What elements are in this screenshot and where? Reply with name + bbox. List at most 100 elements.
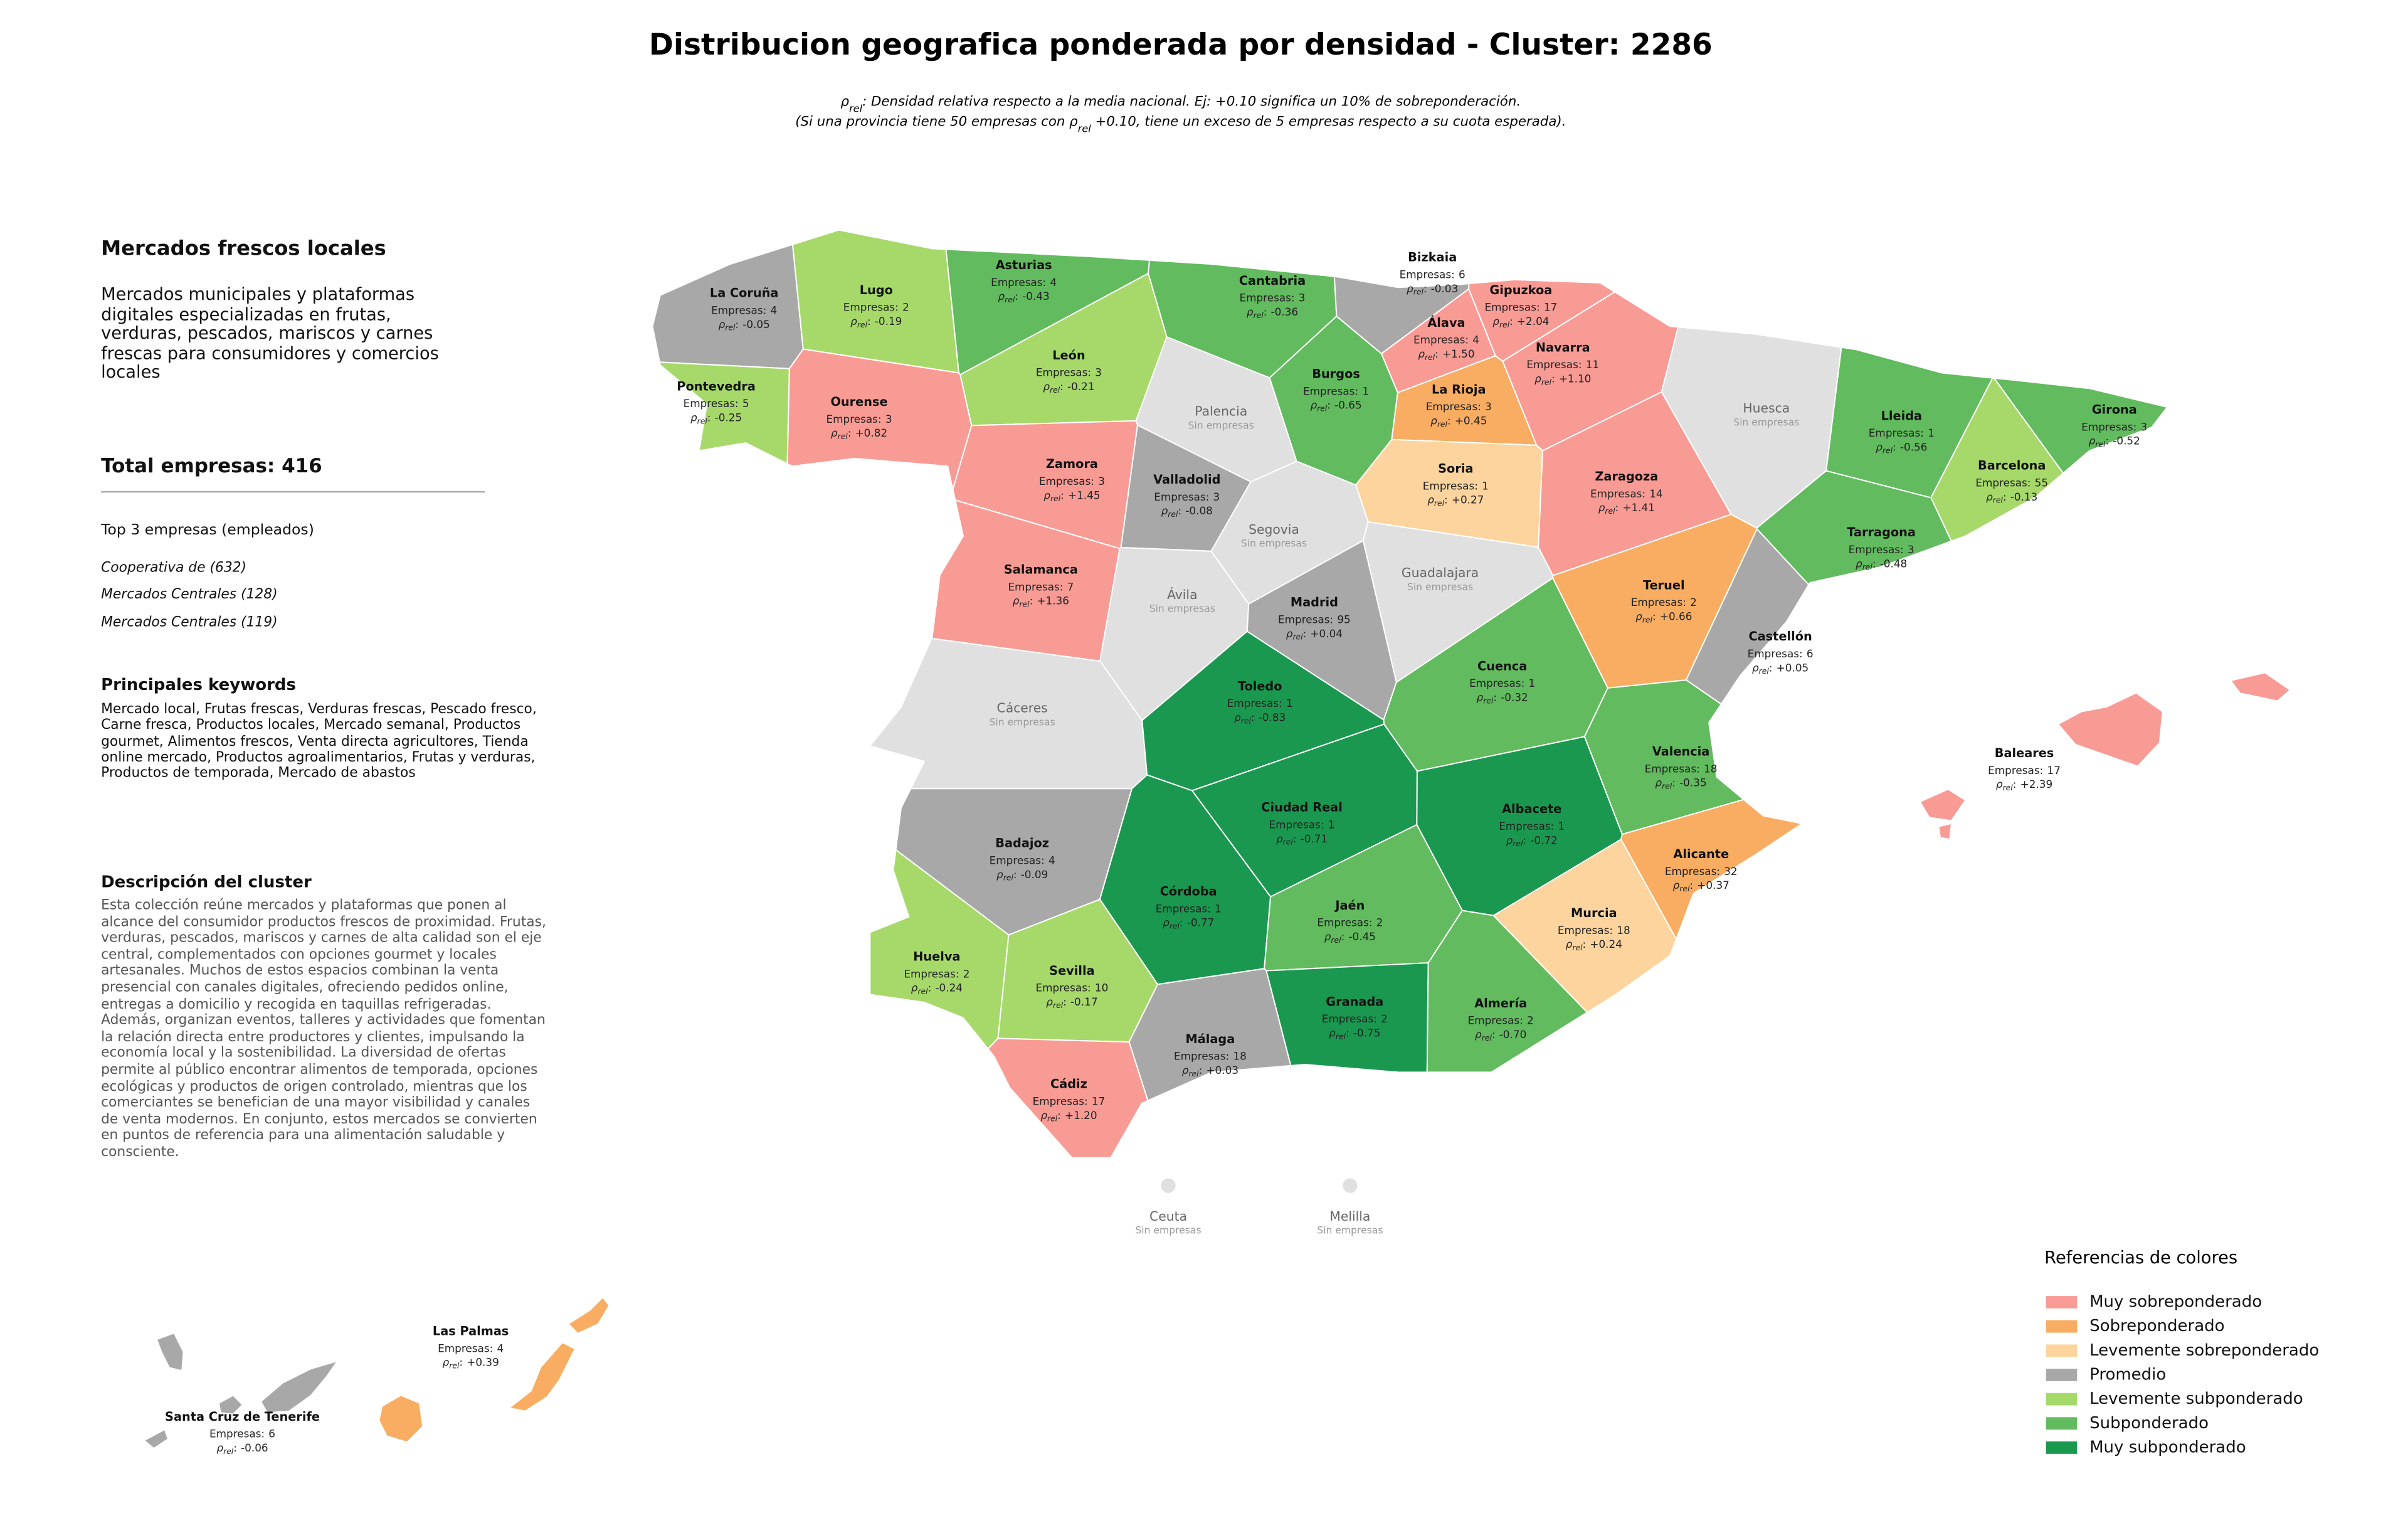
province-name: Ávila: [1167, 586, 1197, 602]
companies-label: Empresas: 3: [1036, 366, 1102, 379]
companies-count: 4: [1472, 334, 1479, 346]
rho-symbol: ρ: [1506, 834, 1513, 846]
companies-label: Empresas: 3: [1154, 491, 1220, 503]
rho-sep: :: [1057, 1109, 1061, 1122]
companies-count: 2: [963, 967, 970, 980]
companies-label: Empresas: 4: [1413, 334, 1479, 346]
companies-count: 2: [1690, 596, 1697, 608]
rho-sub: rel: [838, 432, 848, 441]
rho-sub: rel: [1513, 839, 1523, 848]
rho-label: ρrel: -0.08: [1161, 504, 1213, 518]
rho-value: -0.24: [935, 982, 963, 994]
companies-label: Empresas: 2: [1317, 916, 1383, 929]
companies-label: Empresas: 1: [1227, 697, 1293, 709]
rho-sub: rel: [1605, 507, 1615, 516]
companies-caption: Empresas:: [1468, 1014, 1523, 1027]
companies-caption: Empresas:: [1033, 1095, 1088, 1107]
rho-label: ρrel: +0.24: [1566, 938, 1622, 952]
rho-sep: :: [1303, 627, 1307, 640]
companies-caption: Empresas:: [1645, 762, 1700, 775]
companies-label: Empresas: 3: [826, 413, 892, 425]
province-name: Guadalajara: [1402, 565, 1479, 580]
rho-label: ρrel: +0.05: [1752, 661, 1809, 675]
rho-value: -0.17: [1070, 995, 1098, 1008]
rho-value: -0.77: [1187, 916, 1215, 929]
province-name: Toledo: [1238, 679, 1282, 693]
companies-count: 1: [1528, 677, 1535, 689]
subtitle-text: +0.10, tiene un exceso de 5 empresas res…: [1091, 114, 1566, 130]
rho-sub: rel: [2003, 783, 2014, 792]
rho-sep: :: [1327, 399, 1331, 411]
companies-count: 17: [1544, 301, 1557, 314]
province-name: Salamanca: [1004, 563, 1078, 577]
companies-caption: Empresas:: [904, 967, 959, 980]
province-area: [1341, 1177, 1359, 1194]
companies-label: Empresas: 4: [438, 1342, 504, 1354]
province-name: Ourense: [830, 395, 887, 409]
province-name: Lleida: [1881, 408, 1923, 423]
rho-sub: rel: [697, 416, 708, 425]
companies-count: 2: [1527, 1014, 1534, 1027]
companies-label: Empresas: 17: [1033, 1095, 1106, 1107]
province-name: Ciudad Real: [1261, 800, 1343, 815]
rho-label: ρrel: -0.19: [850, 315, 902, 329]
companies-caption: Empresas:: [1156, 902, 1211, 915]
top-company: Cooperativa de (632): [101, 561, 247, 577]
companies-caption: Empresas:: [1278, 613, 1333, 625]
companies-caption: Empresas:: [1558, 924, 1613, 936]
rho-symbol: ρ: [1161, 504, 1168, 517]
companies-count: 14: [1649, 487, 1662, 500]
subtitle-text: (Si una provincia tiene 50 empresas con: [795, 114, 1069, 130]
legend-label: Promedio: [2089, 1365, 2166, 1384]
rho-symbol: ρ: [1046, 995, 1053, 1008]
rho-label: ρrel: -0.52: [2089, 435, 2140, 448]
rho-sub: rel: [1336, 1032, 1346, 1041]
rho-value: -0.09: [1021, 868, 1048, 881]
rho-sub: rel: [1862, 563, 1873, 571]
companies-caption: Empresas:: [1499, 820, 1554, 832]
companies-caption: Empresas:: [1036, 366, 1091, 379]
companies-count: 10: [1095, 982, 1108, 994]
companies-count: 1: [1328, 818, 1335, 830]
companies-count: 1: [1286, 697, 1293, 709]
companies-count: 3: [1213, 491, 1220, 503]
rho-sep: :: [1199, 1064, 1203, 1076]
rho-sep: :: [1180, 916, 1183, 929]
companies-label: Empresas: 6: [1400, 268, 1465, 280]
companies-count: 3: [1299, 292, 1306, 304]
companies-count: 6: [1459, 268, 1465, 280]
rho-sub: rel: [1019, 600, 1030, 608]
companies-label: Empresas: 1: [1499, 820, 1565, 832]
companies-count: 3: [1908, 543, 1914, 556]
rho-symbol: ρ: [1876, 440, 1883, 453]
companies-count: 6: [1807, 647, 1814, 660]
companies-count: 18: [1704, 762, 1717, 775]
province-name: Badajoz: [995, 836, 1049, 851]
rho-value: -0.36: [1271, 305, 1299, 318]
province-name: Ceuta: [1149, 1209, 1187, 1224]
rho-sub: rel: [1170, 921, 1180, 930]
rho-value: +1.41: [1622, 501, 1655, 514]
cluster-description: Esta colección reúne mercados y platafor…: [101, 898, 546, 1161]
companies-label: Empresas: 55: [1975, 476, 2048, 489]
rho-label: ρrel: +0.66: [1635, 610, 1692, 624]
companies-count: 18: [1233, 1050, 1246, 1063]
rho-symbol: ρ: [1310, 399, 1317, 411]
rho-label: ρrel: -0.13: [1986, 491, 2037, 504]
companies-count: 1: [1482, 479, 1489, 492]
province-area: [1938, 823, 1952, 840]
companies-count: 1: [1362, 385, 1369, 397]
rho-value: +0.24: [1590, 938, 1622, 950]
rho-label: ρrel: +0.03: [1182, 1064, 1238, 1078]
rho-label: ρrel: -0.24: [911, 982, 963, 995]
rho-value: +1.36: [1037, 595, 1069, 607]
companies-count: 17: [2047, 764, 2061, 777]
rho-sep: :: [1030, 595, 1033, 607]
companies-label: Empresas: 32: [1665, 865, 1738, 878]
rho-sep: :: [707, 411, 711, 423]
subtitle-text: : Densidad relativa respecto a la media …: [862, 93, 1521, 109]
rho-value: -0.32: [1501, 691, 1528, 703]
rho-label: ρrel: +0.39: [443, 1356, 499, 1370]
